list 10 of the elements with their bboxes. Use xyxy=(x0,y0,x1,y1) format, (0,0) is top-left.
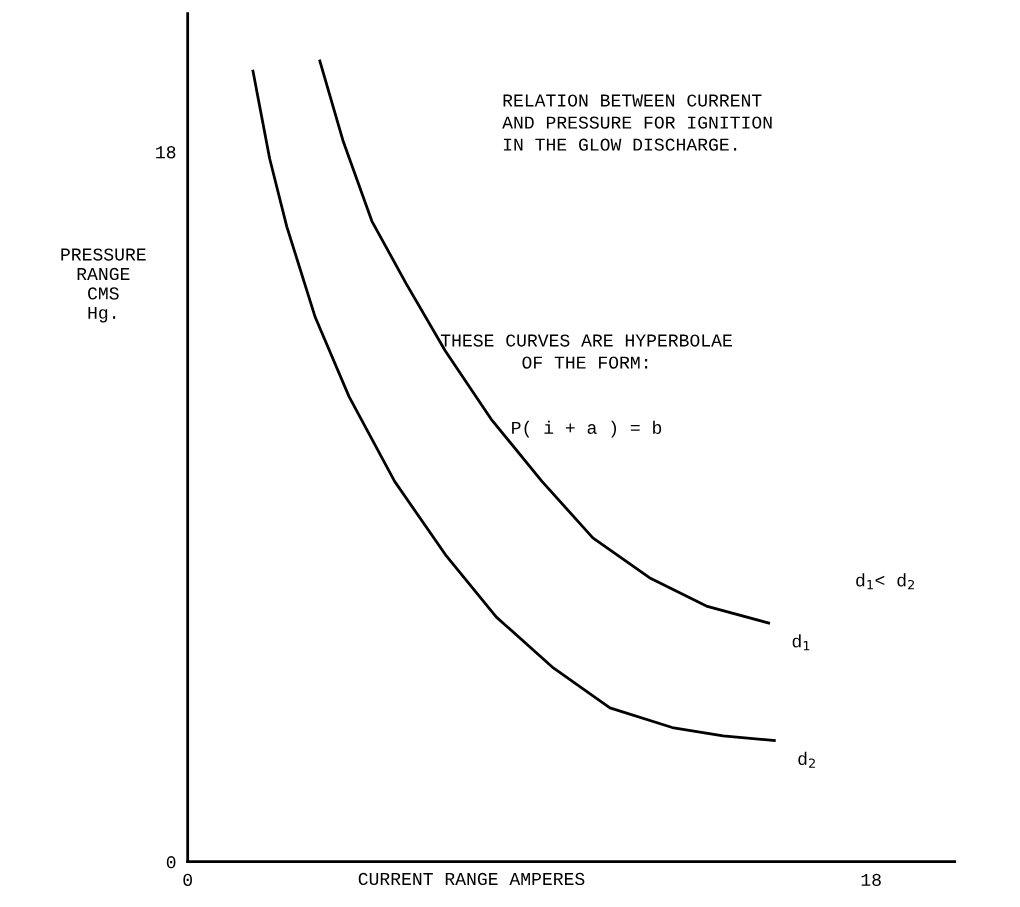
annotation: THESE CURVES ARE HYPERBOLAE OF THE FORM: xyxy=(440,334,732,369)
line-series xyxy=(251,69,776,742)
series-label: d$_{1}$ xyxy=(792,634,810,651)
y-axis-title: PRESSURE RANGE CMS Hg. xyxy=(61,248,146,323)
line-series xyxy=(318,59,771,625)
series-label: d$_{2}$ xyxy=(798,751,815,768)
text: RELATION BETWEEN CURRENT AND PRESSURE FOR IGNITION IN THE GLOW DISCHARGE. xyxy=(502,94,772,151)
annotation: d$_{1}$< d$_{2}$ xyxy=(856,573,914,590)
annotation: P( i + a ) = b xyxy=(512,420,662,438)
x-axis-title: CURRENT RANGE AMPERES xyxy=(358,872,585,886)
